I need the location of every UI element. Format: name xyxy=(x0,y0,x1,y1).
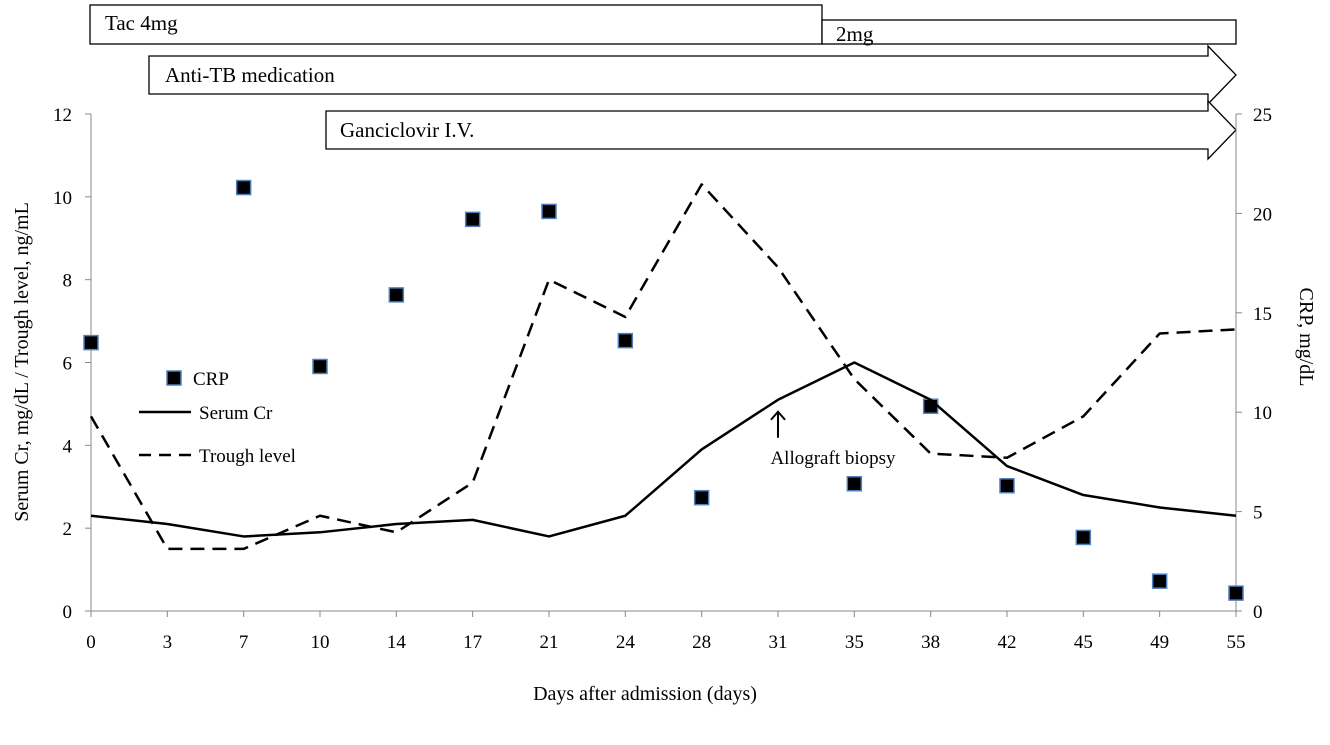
anti-tb-medication-bar xyxy=(148,44,1237,106)
crp-point xyxy=(693,489,710,506)
x-tick-label: 14 xyxy=(387,632,407,653)
biopsy-arrow-head xyxy=(770,410,786,421)
x-tick-label: 31 xyxy=(769,632,788,653)
series xyxy=(83,179,1244,601)
x-tick-label: 49 xyxy=(1150,632,1169,653)
crp-point xyxy=(235,179,252,196)
right-y-tick-label: 10 xyxy=(1253,403,1272,424)
right-y-axis-title: CRP, mg/dL xyxy=(1295,288,1317,387)
x-tick-label: 38 xyxy=(921,632,940,653)
legend-label-crp: CRP xyxy=(193,369,229,390)
axes xyxy=(85,113,1242,617)
biopsy-annotation: Allograft biopsy xyxy=(770,448,896,469)
right-y-tick-label: 0 xyxy=(1253,602,1263,623)
crp-point xyxy=(388,287,405,303)
serum-cr-line xyxy=(90,361,1237,538)
trough-level-line xyxy=(89,183,1237,551)
right-y-tick-label: 25 xyxy=(1253,105,1272,126)
crp-point xyxy=(617,332,634,349)
right-y-tick-label: 15 xyxy=(1253,304,1272,325)
x-tick-label: 35 xyxy=(845,632,864,653)
treatment-bars: Tac 4mg 2mg Anti-TB medication Ganciclovir … xyxy=(89,4,1237,161)
left-y-tick-label: 4 xyxy=(63,436,73,457)
tac-4mg-label: Tac 4mg xyxy=(105,11,178,35)
left-y-tick-label: 0 xyxy=(63,602,73,623)
tac-4mg-bar xyxy=(89,4,823,45)
x-tick-label: 21 xyxy=(540,632,559,653)
crp-point xyxy=(999,478,1015,494)
x-tick-label: 28 xyxy=(692,632,711,653)
crp-point xyxy=(312,358,328,375)
annotations: Allograft biopsy xyxy=(770,410,896,469)
crp-point xyxy=(1228,585,1244,601)
ganciclovir-i-v--label: Ganciclovir I.V. xyxy=(340,118,474,142)
x-tick-label: 55 xyxy=(1227,632,1246,653)
right-y-tick-label: 5 xyxy=(1253,503,1263,524)
x-tick-label: 7 xyxy=(239,632,249,653)
x-tick-label: 17 xyxy=(463,632,482,653)
anti-tb-medication-label: Anti-TB medication xyxy=(165,63,335,87)
x-tick-label: 0 xyxy=(86,632,96,653)
left-y-tick-label: 12 xyxy=(53,105,72,126)
tick-labels: 0 3 7 10 14 17 21 24 28 31 35 38 42 45 49 5502468101205… xyxy=(53,105,1272,653)
right-y-tick-label: 20 xyxy=(1253,204,1272,225)
left-y-axis-title: Serum Cr, mg/dL / Trough level, ng/mL xyxy=(11,202,33,522)
x-tick-label: 10 xyxy=(311,632,330,653)
crp-point xyxy=(846,476,863,492)
2mg-label: 2mg xyxy=(836,22,874,46)
crp-point xyxy=(541,203,557,220)
x-tick-label: 3 xyxy=(163,632,173,653)
legend-label-serum-cr: Serum Cr xyxy=(199,403,273,424)
x-tick-label: 24 xyxy=(616,632,636,653)
left-y-tick-label: 6 xyxy=(63,354,73,375)
crp-point xyxy=(464,211,481,228)
x-tick-label: 45 xyxy=(1074,632,1093,653)
left-y-tick-label: 8 xyxy=(63,271,73,292)
ganciclovir-i-v--bar xyxy=(325,99,1237,161)
legend-label-trough: Trough level xyxy=(199,446,296,467)
x-axis-title: Days after admission (days) xyxy=(533,683,757,705)
crp-point xyxy=(83,334,99,351)
2mg-bar xyxy=(821,19,1237,45)
crp-point xyxy=(1151,573,1168,589)
left-y-tick-label: 2 xyxy=(63,519,73,540)
legend-marker-crp xyxy=(166,370,182,386)
x-tick-label: 42 xyxy=(998,632,1017,653)
left-y-tick-label: 10 xyxy=(53,188,72,209)
legend: CRP Serum Cr Trough level xyxy=(139,369,296,467)
crp-point xyxy=(1075,529,1092,546)
